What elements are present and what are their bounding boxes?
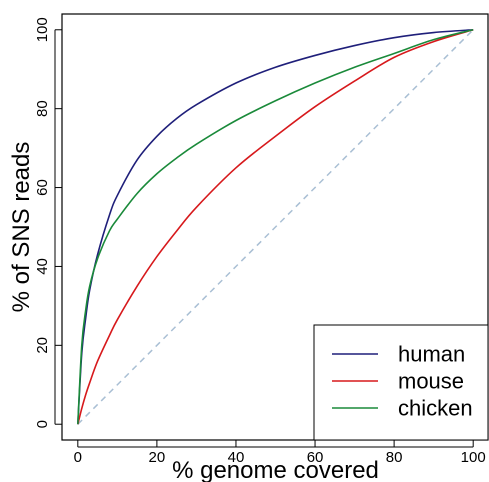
y-tick-label-100: 100 [34, 17, 51, 42]
legend-label-mouse: mouse [398, 369, 464, 394]
y-tick-label-0: 0 [34, 420, 51, 428]
legend-label-chicken: chicken [398, 396, 473, 421]
x-tick-label-20: 20 [149, 449, 166, 466]
x-tick-label-0: 0 [74, 449, 82, 466]
x-tick-label-40: 40 [228, 449, 245, 466]
x-tick-label-60: 60 [307, 449, 324, 466]
y-tick-label-40: 40 [34, 258, 51, 275]
reference-diagonal [77, 29, 474, 425]
legend-box [313, 324, 489, 441]
legend-label-human: human [398, 342, 465, 367]
y-tick-label-20: 20 [34, 337, 51, 354]
series-line-chicken [77, 29, 474, 425]
x-tick-label-80: 80 [386, 449, 403, 466]
y-axis-title: % of SNS reads [8, 142, 35, 313]
y-tick-label-80: 80 [34, 100, 51, 117]
y-tick-label-60: 60 [34, 179, 51, 196]
x-axis-title: % genome covered [172, 457, 379, 482]
x-tick-label-100: 100 [461, 449, 486, 466]
series-line-mouse [77, 29, 474, 425]
plot-frame [61, 13, 489, 441]
series-line-human [77, 28, 474, 425]
